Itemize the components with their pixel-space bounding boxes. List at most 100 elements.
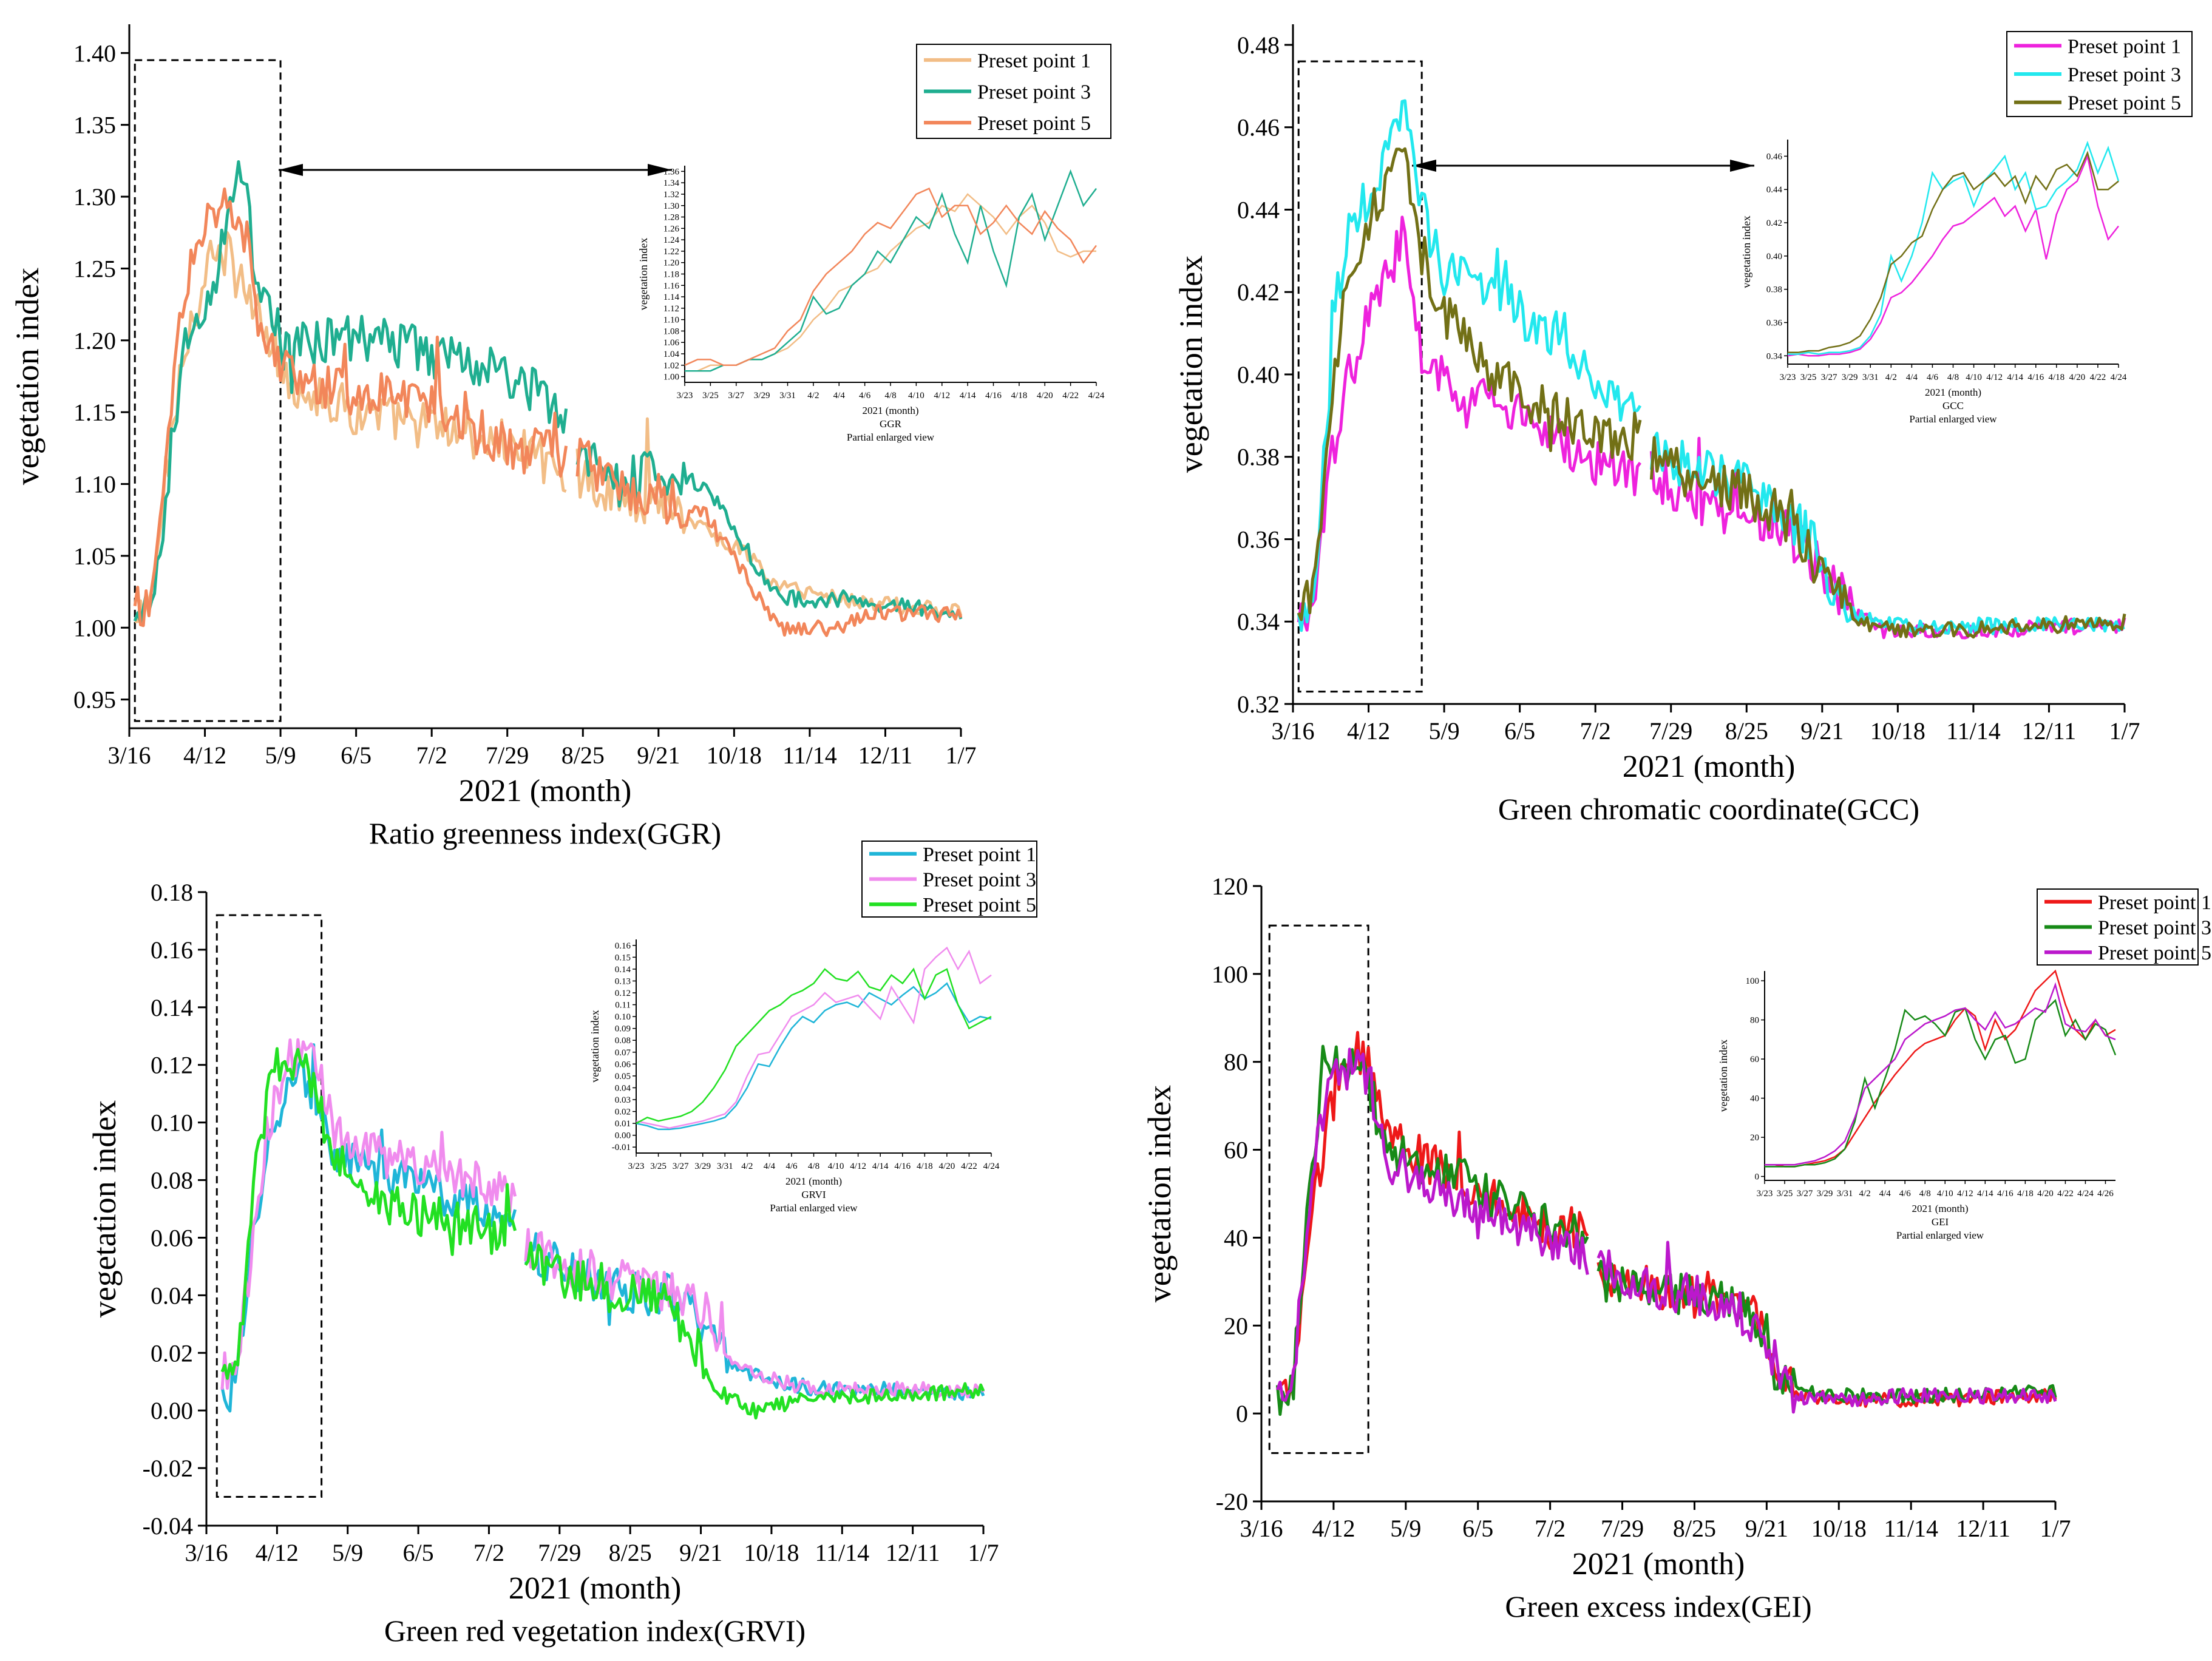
- ggr-inset-x-tick-label: 4/12: [934, 391, 950, 401]
- grvi-series-point-5-line: [524, 1241, 985, 1420]
- gcc-legend: Preset point 1 Preset point 3 Preset poi…: [2006, 31, 2193, 117]
- ggr-inset-x-tick-label: 4/22: [1062, 391, 1079, 401]
- ggr-inset-y-tick-label: 1.32: [663, 190, 679, 200]
- gcc-inset-y-tick-label: 0.36: [1766, 318, 1783, 328]
- grvi-inset-x-tick-label: 3/23: [628, 1162, 645, 1171]
- grvi-x-tick-label: 3/16: [185, 1539, 228, 1566]
- gcc-inset-x-axis-label: 2021 (month): [1925, 387, 1981, 398]
- gcc-inset-x-tick-label: 3/29: [1842, 373, 1858, 382]
- grvi-inset-x-axis-label: 2021 (month): [785, 1176, 842, 1187]
- grvi-inset-series-point-5-line: [636, 967, 992, 1125]
- gcc-inset-x-tick-label: 4/20: [2069, 373, 2086, 382]
- ggr-inset-x-tick-label: 4/18: [1011, 391, 1028, 401]
- gei-x-axis-label: 2021 (month): [1572, 1547, 1745, 1582]
- gei-y-axis-label: vegetation index: [1141, 1085, 1178, 1302]
- gcc-x-tick-label: 4/12: [1347, 717, 1390, 745]
- grvi-inset-y-tick-label: 0.11: [615, 1001, 631, 1010]
- ggr-inset-x-tick-label: 4/10: [908, 391, 924, 401]
- grvi-x-tick-label: 1/7: [968, 1539, 999, 1566]
- gcc-inset-plot: [1787, 140, 2120, 357]
- gcc-series-point-1-line: [1297, 215, 1642, 632]
- gei-plot: [1275, 1030, 2057, 1416]
- gcc-inset-x-tick-label: 4/12: [1986, 373, 2003, 382]
- ggr-inset-plot: [684, 169, 1097, 372]
- grvi-inset-y-tick-label: 0.07: [615, 1048, 631, 1058]
- grvi-inset-y-tick-label: 0.16: [615, 941, 631, 951]
- grvi-inset-x-tick-label: 3/29: [694, 1162, 711, 1171]
- gcc-inset-y-tick-label: 0.42: [1766, 218, 1782, 228]
- gcc-axes: 0.32 0.34 0.36 0.38 0.40 0.42 0.44 0.46 0.48 3/16…: [1237, 24, 2140, 745]
- grvi-inset: -0.01 0.00 0.01 0.02 0.03 0.04 0.05 0.06 0.07 0.0…: [589, 939, 1000, 1214]
- gei-inset-y-tick-label: 0: [1755, 1172, 1760, 1182]
- grvi-inset-y-tick-label: 0.00: [615, 1131, 631, 1141]
- grvi-inset-series-point-1-line: [636, 982, 992, 1131]
- ggr-series-point-3-line: [575, 442, 963, 621]
- grvi-x-tick-label: 8/25: [609, 1539, 652, 1566]
- ggr-inset-series-point-3-line: [685, 169, 1097, 372]
- ggr-series-point-5-line: [133, 187, 568, 628]
- ggr-x-tick-label: 5/9: [265, 742, 296, 769]
- gei-x-tick-label: 8/25: [1673, 1515, 1716, 1542]
- grvi-inset-series-point-3-line: [636, 946, 992, 1129]
- gcc-inset-y-tick-label: 0.38: [1766, 285, 1782, 295]
- gei-legend-label-5: Preset point 5: [2098, 942, 2211, 964]
- grvi-axes: -0.04 -0.02 0.00 0.02 0.04 0.06 0.08 0.10 0.12 0.…: [143, 879, 999, 1566]
- grvi-y-tick-label: 0.02: [151, 1339, 193, 1367]
- gcc-inset-x-tick-label: 3/27: [1821, 373, 1837, 382]
- ggr-y-tick-label: 1.15: [73, 399, 116, 426]
- gcc-inset-y-tick-label: 0.44: [1766, 185, 1783, 195]
- ggr-x-tick-label: 10/18: [707, 742, 762, 769]
- gcc-x-tick-label: 6/5: [1504, 717, 1535, 745]
- gei-x-tick-label: 3/16: [1240, 1515, 1283, 1542]
- grvi-inset-plot: [636, 946, 992, 1131]
- gei-inset-axes: 0 20 40 60 80 100 3/23 3/25 3/27 3/29 3/31 4/2 4/4 4/…: [1746, 971, 2115, 1199]
- gcc-x-tick-label: 5/9: [1429, 717, 1460, 745]
- grvi-inset-x-tick-label: 4/22: [961, 1162, 977, 1171]
- ggr-x-tick-label: 3/16: [107, 742, 151, 769]
- gei-inset-y-axis-label: vegetation index: [1717, 1040, 1729, 1112]
- gcc-series-point-3-line: [1297, 99, 1642, 632]
- ggr-inset-y-tick-label: 1.28: [663, 213, 679, 223]
- ggr-arrow-head-right: [648, 164, 672, 176]
- ggr-inset-x-tick-label: 4/8: [884, 391, 896, 401]
- grvi-inset-y-tick-label: 0.02: [615, 1108, 631, 1117]
- gcc-highlight-box: [1297, 60, 1423, 693]
- ggr-inset-y-tick-label: 1.34: [663, 178, 680, 188]
- gei-x-tick-label: 6/5: [1462, 1515, 1493, 1542]
- gei-x-tick-label: 1/7: [2040, 1515, 2071, 1542]
- ggr-inset-x-tick-label: 4/4: [833, 391, 846, 401]
- gei-inset-x-tick-label: 4/18: [2017, 1189, 2034, 1199]
- ggr-inset-y-axis-label: vegetation index: [637, 238, 650, 310]
- grvi-inset-y-tick-label: 0.09: [615, 1024, 631, 1034]
- gcc-y-tick-label: 0.40: [1237, 361, 1280, 388]
- grvi-x-tick-label: 10/18: [744, 1539, 799, 1566]
- gei-x-tick-label: 10/18: [1811, 1515, 1867, 1542]
- gcc-series-point-3-line: [1649, 431, 2125, 635]
- gcc-inset: 0.34 0.36 0.38 0.40 0.42 0.44 0.46 3/23 3/25 3/27…: [1740, 140, 2127, 425]
- ggr-inset-index-label: GGR: [880, 418, 902, 430]
- grvi-inset-y-tick-label: 0.03: [615, 1095, 631, 1105]
- gcc-y-tick-label: 0.44: [1237, 196, 1280, 223]
- ggr-legend-label-1: Preset point 1: [977, 50, 1091, 72]
- ggr-inset-y-tick-label: 1.20: [663, 259, 679, 268]
- gcc-x-tick-label: 1/7: [2109, 717, 2140, 745]
- ggr-inset-x-tick-label: 3/25: [702, 391, 719, 401]
- gcc-inset-caption: Partial enlarged view: [1909, 413, 1997, 425]
- ggr-inset-y-tick-label: 1.22: [663, 247, 679, 257]
- grvi-panel-title: Green red vegetation index(GRVI): [384, 1614, 806, 1648]
- gei-y-tick-label: 100: [1212, 961, 1248, 988]
- gcc-y-tick-label: 0.42: [1237, 279, 1280, 306]
- gcc-inset-y-tick-label: 0.46: [1766, 152, 1783, 161]
- ggr-inset-y-tick-label: 1.10: [663, 316, 679, 325]
- grvi-y-tick-label: 0.06: [151, 1224, 193, 1251]
- grvi-x-tick-label: 11/14: [815, 1539, 869, 1566]
- gcc-y-axis-label: vegetation index: [1173, 255, 1209, 473]
- grvi-inset-x-tick-label: 4/10: [828, 1162, 844, 1171]
- ggr-series-point-3-line: [133, 160, 568, 624]
- ggr-inset-x-tick-label: 3/31: [779, 391, 796, 401]
- grvi-x-tick-label: 12/11: [886, 1539, 940, 1566]
- gei-inset-index-label: GEI: [1932, 1216, 1949, 1228]
- ggr-inset-y-tick-label: 1.00: [663, 373, 679, 382]
- gcc-inset-x-tick-label: 4/16: [2027, 373, 2044, 382]
